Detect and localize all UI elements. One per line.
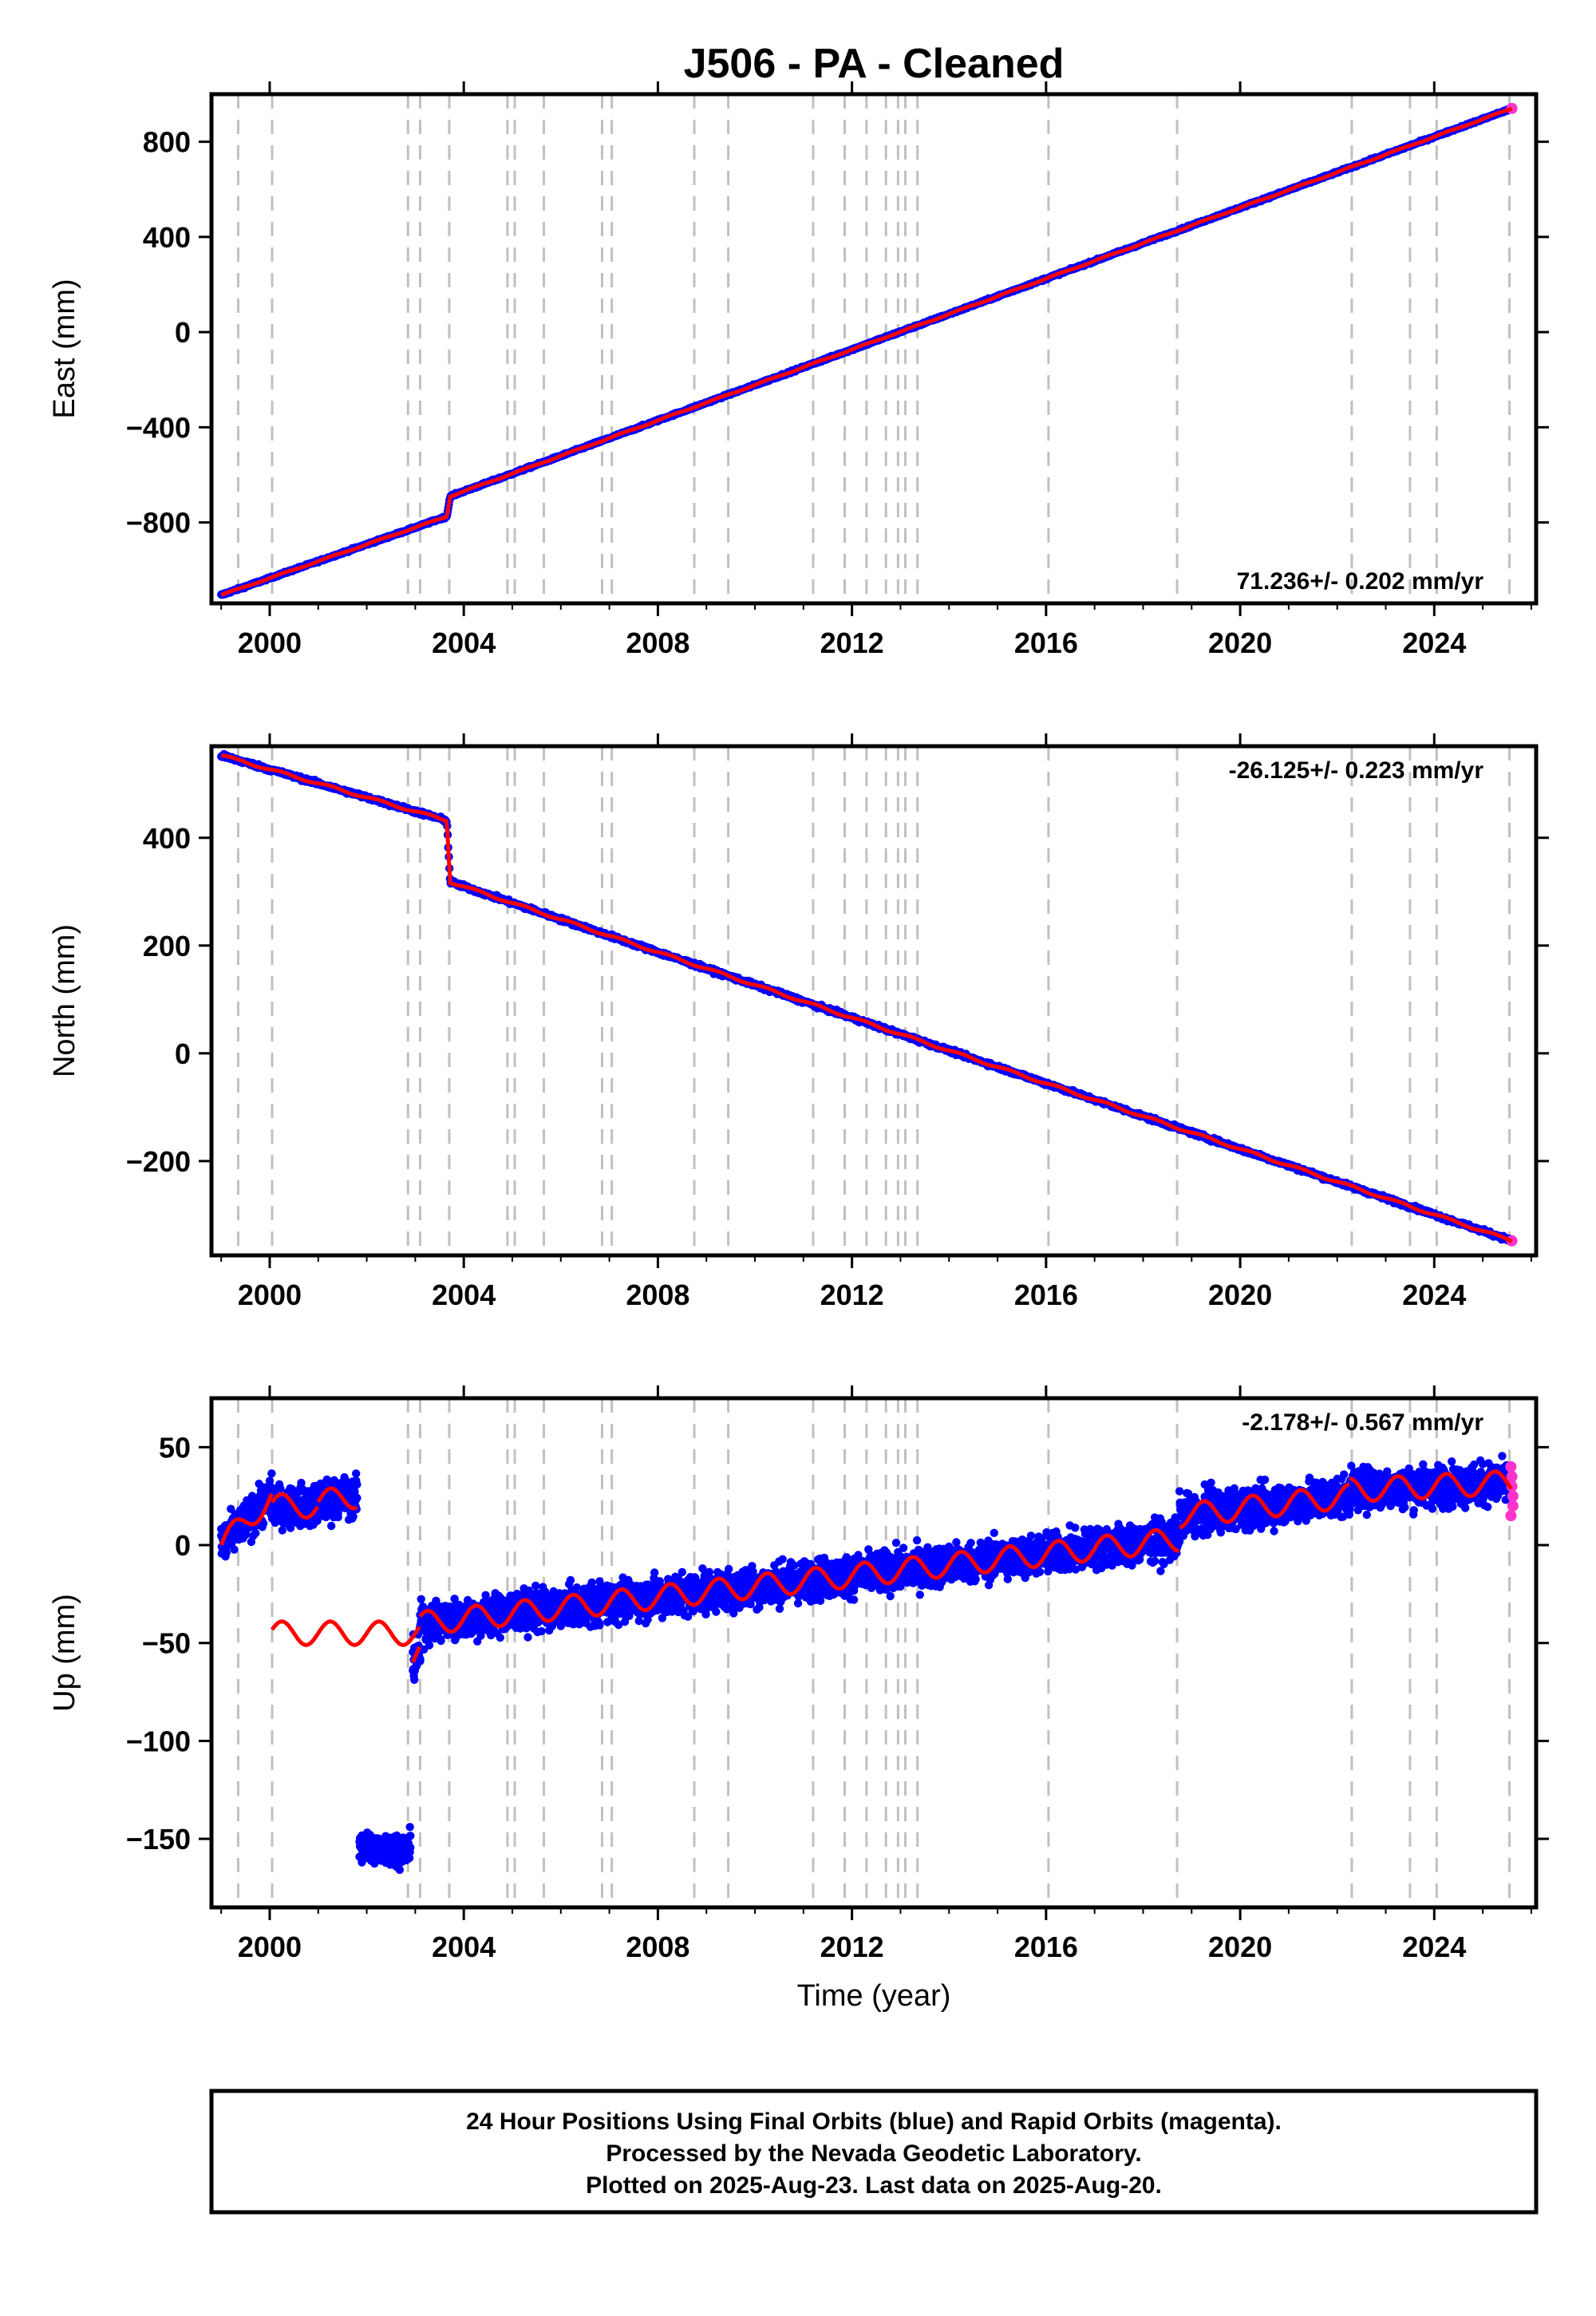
x-tick-label: 2020	[1208, 1279, 1272, 1311]
y-tick-label: 200	[143, 930, 191, 962]
x-tick-label: 2024	[1402, 1279, 1466, 1311]
north-panel: 2000 2004 2008 2012 2016 2020 2024 −200 0 200 400 N…	[48, 733, 1549, 1311]
y-tick-label: −800	[126, 507, 191, 539]
data-point	[222, 1548, 231, 1557]
x-tick-label: 2004	[432, 1279, 496, 1311]
y-tick-label: −200	[126, 1145, 191, 1178]
y-tick-label: 0	[175, 1037, 191, 1070]
x-tick-label: 2016	[1014, 626, 1078, 659]
y-tick-label: 0	[175, 316, 191, 349]
x-tick-label: 2012	[820, 1279, 884, 1311]
x-tick-label: 2024	[1402, 626, 1466, 659]
figure-title: J506 - PA - Cleaned	[684, 41, 1065, 87]
y-axis-label: East (mm)	[48, 279, 81, 418]
data-point	[230, 1545, 239, 1554]
x-tick-label: 2008	[626, 1279, 689, 1311]
y-tick-label: 800	[143, 126, 191, 159]
data-point	[267, 1469, 276, 1478]
x-tick-label: 2008	[626, 626, 689, 659]
x-tick-label: 2020	[1208, 626, 1272, 659]
x-tick-label: 2012	[820, 626, 884, 659]
y-tick-label: −400	[126, 411, 191, 444]
x-tick-label: 2016	[1014, 1279, 1078, 1311]
y-tick-label: 400	[143, 822, 191, 855]
y-axis-label: North (mm)	[48, 924, 81, 1077]
east-panel: 2000 2004 2008 2012 2016 2020 2024 −800 −400 0 400…	[48, 81, 1549, 659]
x-tick-label: 2000	[238, 1279, 302, 1311]
data-points	[217, 1452, 1519, 1875]
data-point	[278, 1526, 286, 1535]
y-tick-label: 400	[143, 221, 191, 254]
x-tick-label: 2000	[238, 626, 302, 659]
data-point	[251, 1528, 260, 1538]
velocity-label: 71.236+/- 0.202 mm/yr	[1237, 568, 1484, 595]
x-tick-label: 2004	[432, 626, 496, 659]
velocity-label: -26.125+/- 0.223 mm/yr	[1229, 757, 1484, 784]
data-point	[297, 1478, 306, 1488]
up-panel: 2000 2004 2008 2012 2016 2020 2024−150−100−500…	[48, 1385, 1549, 1963]
